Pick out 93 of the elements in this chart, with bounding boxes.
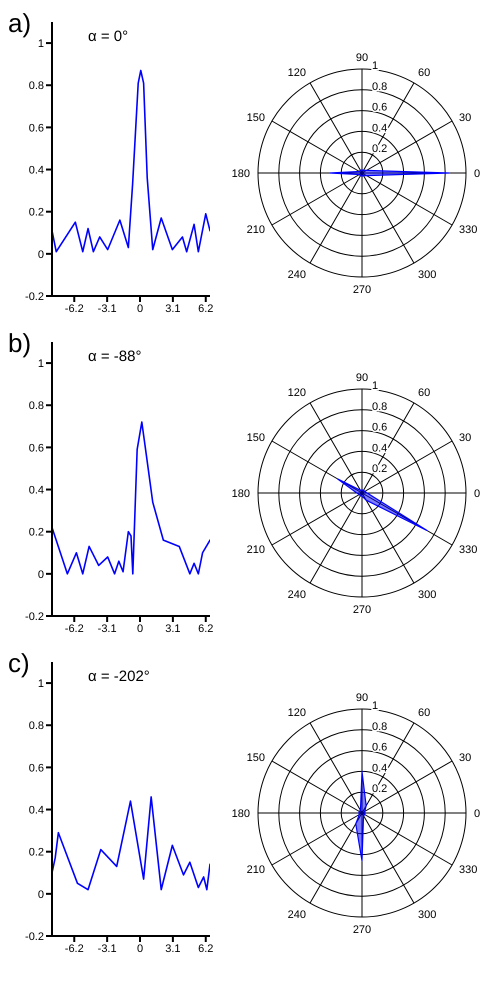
x-tick-label: -3.1 (98, 622, 117, 635)
y-tick-label: 0.6 (28, 762, 44, 774)
spoke-label: 240 (288, 268, 306, 281)
spoke-label: 300 (418, 588, 436, 601)
spoke-label: 270 (352, 924, 372, 936)
y-tick-label: 0.8 (28, 720, 44, 732)
spoke-label: 150 (246, 432, 266, 444)
x-tick-label: 0 (136, 302, 144, 315)
y-tick-label: 0.8 (28, 80, 44, 92)
spoke-label: 90 (356, 372, 368, 384)
y-tick-label: 0.4 (28, 164, 44, 176)
spoke-label: 210 (246, 544, 266, 556)
spoke-label: 210 (246, 864, 266, 876)
y-tick-label: 1 (38, 38, 44, 50)
spoke-label: 300 (418, 268, 436, 281)
spoke-label: 240 (288, 588, 306, 601)
spoke-label: 180 (232, 168, 250, 180)
spoke-label: 60 (418, 387, 430, 400)
y-tick-label: 0.2 (28, 526, 44, 539)
y-tick-label: -0.2 (25, 610, 44, 623)
x-tick-label: -6.2 (64, 302, 84, 315)
spoke-label: 0 (474, 488, 480, 500)
line-series (52, 421, 210, 575)
y-tick-label: 0.6 (372, 742, 388, 754)
spoke-label: 0 (474, 808, 480, 820)
y-tick-label: 0 (38, 248, 44, 261)
y-tick-label: 0.4 (372, 122, 388, 134)
spoke-label: 180 (232, 488, 250, 500)
chart-title: c) (8, 648, 30, 679)
spoke-label: 330 (458, 864, 478, 876)
y-tick-label: 0.4 (28, 804, 44, 816)
spoke-label: 180 (232, 808, 250, 820)
spoke-label: 90 (356, 52, 368, 64)
spoke-label: 270 (352, 284, 372, 296)
y-tick-label: 0 (38, 568, 44, 581)
spoke-label: 0 (474, 168, 480, 180)
x-tick-label: -6.2 (64, 622, 84, 635)
line-series (52, 796, 210, 890)
annotation: α = -88° (88, 348, 142, 365)
chart-title: a) (8, 8, 32, 39)
y-tick-label: 1 (372, 700, 378, 712)
y-tick-label: 0.8 (372, 720, 388, 733)
x-tick-label: 3.1 (165, 622, 181, 635)
spoke-label: 120 (288, 387, 306, 400)
spoke-label: 30 (458, 112, 472, 124)
x-tick-label: 6.2 (198, 302, 214, 315)
y-tick-label: -0.2 (25, 290, 44, 303)
y-tick-label: 0.6 (28, 442, 44, 454)
x-tick-label: 6.2 (198, 622, 214, 635)
y-tick-label: 1 (38, 358, 44, 370)
x-tick-label: -3.1 (98, 302, 117, 315)
y-tick-label: 0.4 (372, 442, 388, 454)
y-tick-label: 0 (38, 888, 44, 901)
spoke-label: 30 (458, 752, 472, 764)
y-tick-label: 0.6 (372, 102, 388, 114)
y-tick-label: 0.2 (28, 206, 44, 219)
y-tick-label: 0.8 (28, 400, 44, 412)
y-tick-label: 0.6 (372, 422, 388, 434)
line-series (52, 70, 210, 253)
chart-title: b) (8, 328, 32, 359)
spoke-label: 270 (352, 604, 372, 616)
y-tick-label: 0.6 (28, 122, 44, 134)
spoke-label: 240 (288, 908, 306, 921)
y-tick-label: 0.8 (372, 80, 388, 93)
spoke-label: 90 (356, 692, 368, 704)
spoke-label: 330 (458, 224, 478, 236)
y-tick-label: 0.4 (28, 484, 44, 496)
x-tick-label: 6.2 (198, 942, 214, 955)
spoke-label: 150 (246, 112, 266, 124)
x-tick-label: -3.1 (98, 942, 117, 955)
spoke-label: 150 (246, 752, 266, 764)
x-tick-label: 0 (136, 622, 144, 635)
spoke-label: 330 (458, 544, 478, 556)
y-tick-label: 0.2 (28, 846, 44, 859)
x-tick-label: -6.2 (64, 942, 84, 955)
y-tick-label: 0.8 (372, 400, 388, 413)
x-tick-label: 3.1 (165, 302, 181, 315)
y-tick-label: -0.2 (25, 930, 44, 943)
x-tick-label: 3.1 (165, 942, 181, 955)
x-tick-label: 0 (136, 942, 144, 955)
spoke-label: 120 (288, 67, 306, 80)
y-tick-label: 1 (372, 60, 378, 72)
spoke-label: 210 (246, 224, 266, 236)
spoke-label: 120 (288, 707, 306, 720)
annotation: α = -202° (88, 668, 150, 685)
y-tick-label: 0.4 (372, 762, 388, 774)
spoke-label: 60 (418, 67, 430, 80)
spoke-label: 300 (418, 908, 436, 921)
annotation: α = 0° (88, 28, 128, 45)
spoke-label: 60 (418, 707, 430, 720)
spoke-label: 30 (458, 432, 472, 444)
y-tick-label: 1 (38, 678, 44, 690)
y-tick-label: 1 (372, 380, 378, 392)
